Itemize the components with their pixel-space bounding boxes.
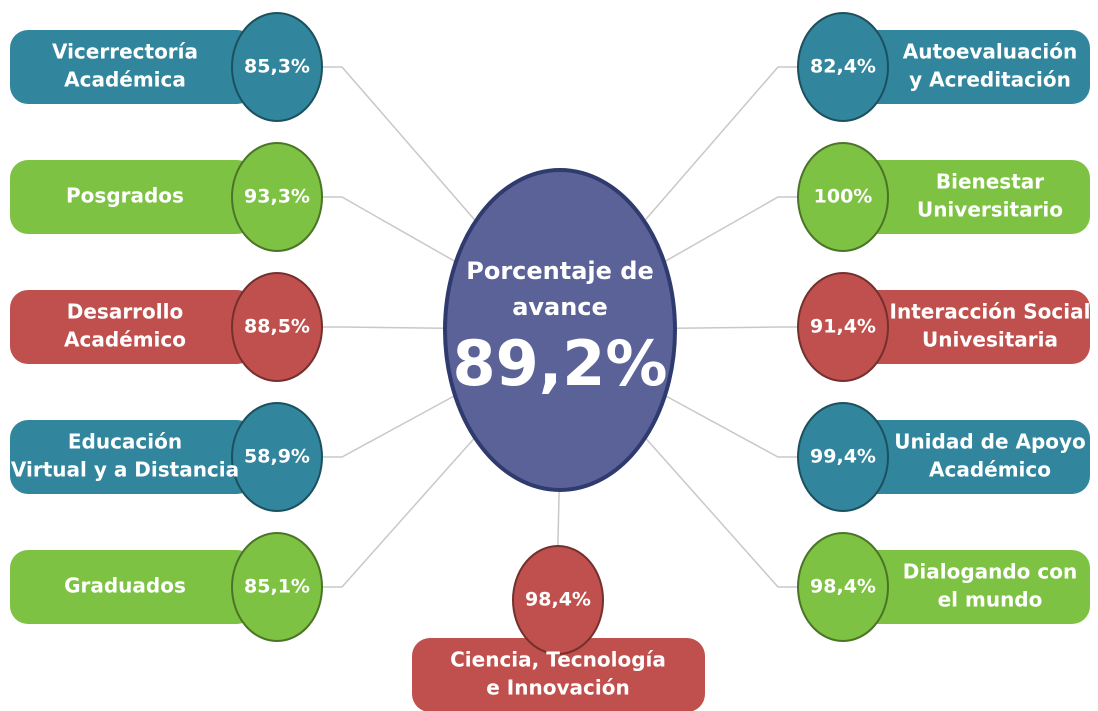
node-circle [231, 402, 323, 512]
node-box [10, 160, 255, 234]
node-value: 82,4% [810, 56, 876, 78]
node-value: 100% [814, 186, 873, 208]
node-circle [231, 272, 323, 382]
node-value: 85,1% [244, 576, 310, 598]
node-box [412, 638, 705, 711]
node-label: Unidad de Apoyo [894, 430, 1086, 454]
node-box [10, 30, 255, 104]
node-box [848, 290, 1090, 364]
node-label: Desarrollo [67, 300, 183, 324]
node-label: e Innovación [486, 676, 629, 700]
node-label: Académica [64, 68, 186, 92]
center-ellipse [443, 168, 677, 492]
nodes: 85,3% Vicerrectoría Académica 93,3% Posgrado… [10, 12, 1091, 711]
node-label: Interacción Social [890, 300, 1091, 324]
node-label: Bienestar [936, 170, 1044, 194]
node-value: 58,9% [244, 446, 310, 468]
node-label: Univesitaria [922, 328, 1058, 352]
node-circle [512, 545, 604, 655]
node-label: Virtual y a Distancia [11, 458, 239, 482]
node-circle [797, 12, 889, 122]
node-value: 98,4% [525, 589, 591, 611]
node-value: 88,5% [244, 316, 310, 338]
node-label: Académico [64, 328, 186, 352]
node-label: y Acreditación [909, 68, 1071, 92]
node-box [10, 420, 255, 494]
node-circle [797, 532, 889, 642]
node-value: 98,4% [810, 576, 876, 598]
node-box [848, 160, 1090, 234]
center-title: Porcentaje de [466, 257, 654, 285]
node-circle [231, 12, 323, 122]
node-label: Educación [68, 430, 182, 454]
node-label: Posgrados [66, 184, 184, 208]
node-value: 93,3% [244, 186, 310, 208]
node-circle [231, 142, 323, 252]
node-value: 91,4% [810, 316, 876, 338]
node-value: 99,4% [810, 446, 876, 468]
node-value: 85,3% [244, 56, 310, 78]
node-label: Autoevaluación [903, 40, 1077, 64]
node-label: Universitario [917, 198, 1063, 222]
node-circle [797, 402, 889, 512]
center-title: avance [512, 293, 608, 321]
node-label: Ciencia, Tecnología [450, 648, 666, 672]
node-label: Académico [929, 458, 1051, 482]
center-value: 89,2% [452, 327, 667, 400]
node-label: Vicerrectoría [52, 40, 198, 64]
node-circle [231, 532, 323, 642]
node-circle [797, 272, 889, 382]
node-box [848, 550, 1090, 624]
center: Porcentaje de avance 89,2% [443, 168, 677, 492]
node-box [848, 420, 1090, 494]
node-box [10, 550, 255, 624]
node-label: Graduados [64, 574, 186, 598]
node-box [10, 290, 255, 364]
node-circle [797, 142, 889, 252]
node-label: el mundo [938, 588, 1043, 612]
node-box [848, 30, 1090, 104]
node-label: Dialogando con [903, 560, 1077, 584]
